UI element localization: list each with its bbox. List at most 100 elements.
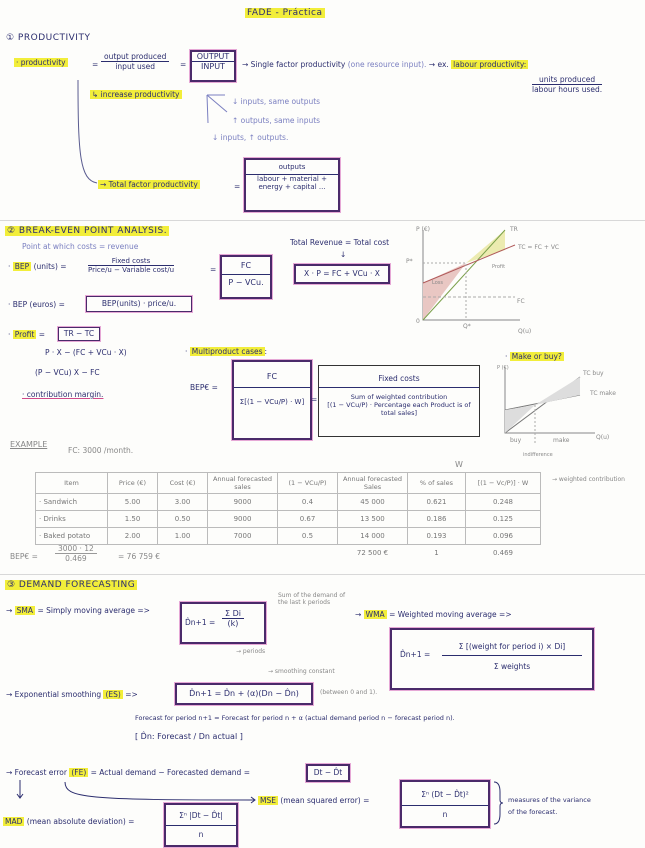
col-header: Item: [35, 472, 108, 494]
total-factor-box: outputs labour + material + energy + capit…: [244, 158, 340, 212]
fe-term: (FE): [69, 768, 89, 777]
chart-tr-label: TR: [510, 226, 518, 233]
col-header: % of sales: [407, 472, 466, 494]
sma-lhs: D̂n+1 =: [185, 618, 216, 627]
page-title: FADE - Práctica: [245, 8, 325, 18]
table-cell: 0.67: [277, 510, 338, 528]
denominator: input used: [115, 62, 156, 71]
mse-definition: (mean squared error) =: [280, 796, 370, 805]
tc-line: [422, 244, 516, 284]
wma-definition: = Weighted moving average =>: [389, 610, 512, 619]
chart-x-label: Q(u): [518, 328, 532, 335]
mse-term: MSE: [258, 796, 278, 805]
equals: =: [180, 60, 187, 69]
table-cell: 7000: [207, 527, 278, 545]
bep-units-label: (units) =: [33, 262, 67, 271]
wma-lhs: D̂n+1 =: [400, 650, 431, 659]
denominator: n: [442, 810, 448, 819]
es-arrow: =>: [125, 690, 138, 699]
table-cell: 0.096: [465, 527, 541, 545]
es-in-words: Forecast for period n+1 = Forecast for p…: [135, 714, 455, 722]
brace-icon: [493, 781, 504, 825]
weighted-contribution-note: → weighted contribution: [552, 476, 625, 483]
table-cell: 13 500: [337, 510, 408, 528]
col-header: Annual forecasted sales: [207, 472, 278, 494]
divider: [0, 220, 645, 221]
table-cell: 0.125: [465, 510, 541, 528]
table-row: · Sandwich 5.00 3.00 9000 0.4 45 000 0.621 0.24…: [35, 493, 541, 511]
mad-box: Σⁿ |Dt − D̂t| n: [164, 803, 238, 847]
es-term: (ES): [103, 690, 123, 699]
denominator: P − VCu.: [228, 278, 264, 287]
table-cell: 0.50: [157, 510, 208, 528]
alpha-range: (between 0 and 1).: [320, 689, 378, 696]
profit-step-2: (P − VCu) X − FC: [35, 368, 100, 377]
table-cell: 0.5: [277, 527, 338, 545]
denominator: Σ weights: [493, 662, 531, 671]
total-sales: 72 500 €: [356, 549, 389, 557]
connector-arrows: [77, 79, 228, 184]
denominator-1: labour + material +: [257, 175, 327, 183]
section-productivity-heading: ① PRODUCTIVITY: [6, 33, 91, 43]
make-or-buy-term: Make or buy?: [509, 352, 564, 361]
table-cell: 0.186: [407, 510, 466, 528]
table-cell: · Sandwich: [35, 493, 108, 511]
denominator-2: energy + capital ...: [258, 183, 326, 191]
fe-definition: = Actual demand − Forecasted demand =: [90, 768, 250, 777]
numerator: Fixed costs: [319, 366, 479, 388]
equals: =: [92, 60, 99, 69]
numerator: FC: [222, 257, 270, 275]
example-fc: FC: 3000 /month.: [68, 446, 134, 455]
way-2: ↑ outputs, same inputs: [232, 116, 321, 125]
table-cell: 0.248: [465, 493, 541, 511]
labour-fraction: units produced labour hours used.: [532, 75, 603, 94]
equals: =: [234, 182, 241, 191]
es-definition: → Exponential smoothing: [6, 690, 102, 699]
numerator: Σ [(weight for period i) × Di]: [442, 638, 582, 656]
sma-note: Sum of the demand of the last k periods: [278, 592, 346, 606]
table-cell: 0.621: [407, 493, 466, 511]
table-cell: 45 000: [337, 493, 408, 511]
mad-definition: (mean absolute deviation) =: [26, 817, 135, 826]
chart-origin: 0: [416, 318, 420, 325]
table-row: · Drinks 1.50 0.50 9000 0.67 13 500 0.186 0.125: [35, 510, 541, 528]
divider: [0, 574, 645, 575]
chart-loss-label: Loss: [432, 280, 443, 286]
alpha-note: → smoothing constant: [268, 668, 335, 675]
chart-fc-label: FC: [517, 298, 525, 305]
bep-euros-label: · BEP (euros) =: [8, 300, 65, 309]
bep-euros-box: BEP(units) · price/u.: [86, 296, 192, 312]
col-header: Price (€): [107, 472, 158, 494]
numerator: outputs: [246, 160, 338, 175]
tr-equals-tc: Total Revenue = Total cost: [290, 238, 390, 247]
example-label: EXAMPLE: [10, 440, 48, 449]
mb-y-label: P (€): [497, 365, 509, 371]
col-header: (1 − VCu/P): [277, 472, 338, 494]
denominator: Σ[(1 − VCu/P) · W]: [239, 398, 305, 406]
loss-area: [423, 263, 466, 320]
wma-term: WMA: [363, 610, 387, 619]
table-cell: 0.4: [277, 493, 338, 511]
way-3: ↓ inputs, ↑ outputs.: [212, 133, 289, 142]
table-cell: 3.00: [157, 493, 208, 511]
profit-area: [466, 230, 505, 263]
way-1: ↓ inputs, same outputs: [232, 97, 321, 106]
fe-box: Dt − D̂t: [306, 764, 350, 782]
multiproduct-term: Multiproduct cases: [189, 347, 265, 356]
bep-calc-result: = 76 759 €: [118, 552, 161, 561]
table-cell: 0.193: [407, 527, 466, 545]
down-arrow-icon: ↓: [340, 250, 347, 259]
profit-step-1: P · X − (FC + VCu · X): [45, 348, 127, 357]
es-box: D̂n+1 = D̂n + (α)(Dn − D̂n): [175, 683, 313, 705]
tc-buy-label: TC buy: [583, 370, 604, 377]
denominator: n: [198, 830, 204, 839]
numerator: Σⁿ (Dt − D̂t)²: [402, 782, 488, 806]
numerator: FC: [234, 362, 310, 388]
table-cell: 14 000: [337, 527, 408, 545]
table-cell: 1.50: [107, 510, 158, 528]
single-note: (one resource input).: [347, 60, 427, 69]
ex: → ex.: [428, 60, 449, 69]
profit-box: TR − TC: [58, 327, 100, 341]
bep-units-fraction: Fixed costs Price/u − Variable cost/u: [88, 257, 175, 274]
bep-calc-fraction: 3000 · 12 0.469: [55, 544, 97, 563]
